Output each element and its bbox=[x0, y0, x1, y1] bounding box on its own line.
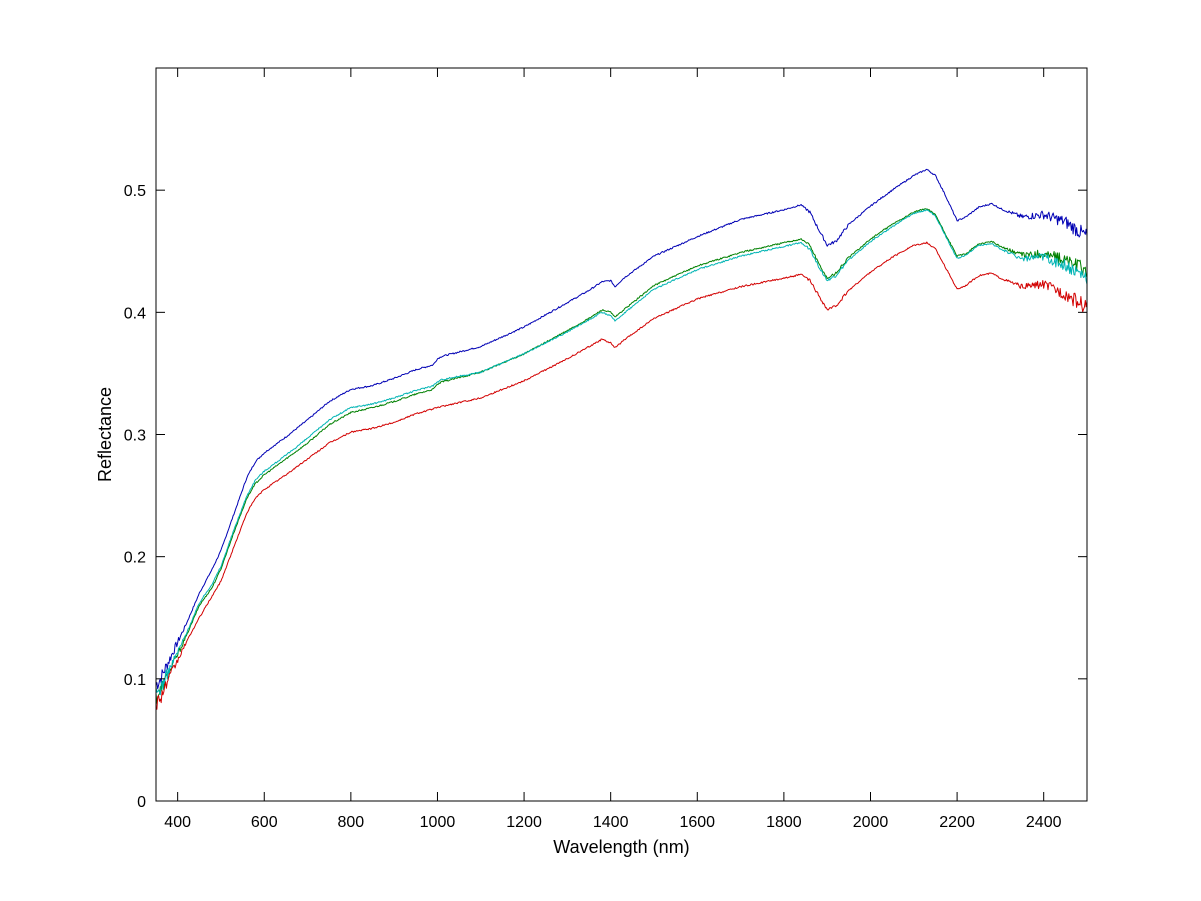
tick-layer: 400 600 800 1000 1200 1400 1600 1800 2000 2200 240… bbox=[124, 68, 1087, 831]
plot-frame bbox=[155, 67, 1088, 802]
x-axis-label: Wavelength (nm) bbox=[553, 837, 689, 857]
y-tick-label: 0.4 bbox=[124, 305, 146, 322]
x-tick-label: 1400 bbox=[593, 814, 629, 831]
series-line-2 bbox=[155, 208, 1088, 704]
x-tick-label: 1000 bbox=[420, 814, 456, 831]
y-axis-label: Reflectance bbox=[95, 387, 115, 482]
series-line-3 bbox=[155, 209, 1088, 696]
x-tick-label: 800 bbox=[338, 814, 365, 831]
x-tick-label: 600 bbox=[251, 814, 278, 831]
series-line-1 bbox=[155, 168, 1088, 690]
y-tick-label: 0.5 bbox=[124, 183, 146, 200]
x-tick-label: 400 bbox=[164, 814, 191, 831]
x-tick-label: 1600 bbox=[679, 814, 715, 831]
y-tick-label: 0.3 bbox=[124, 428, 146, 445]
series-layer bbox=[155, 168, 1088, 710]
y-tick-label: 0.1 bbox=[124, 672, 146, 689]
y-tick-label: 0.2 bbox=[124, 550, 146, 567]
x-tick-label: 2400 bbox=[1026, 814, 1062, 831]
y-tick-label: 0 bbox=[137, 794, 146, 811]
x-tick-label: 1200 bbox=[506, 814, 542, 831]
x-tick-label: 2000 bbox=[853, 814, 889, 831]
x-tick-label: 2200 bbox=[939, 814, 975, 831]
x-tick-label: 1800 bbox=[766, 814, 802, 831]
series-line-4 bbox=[155, 241, 1088, 710]
